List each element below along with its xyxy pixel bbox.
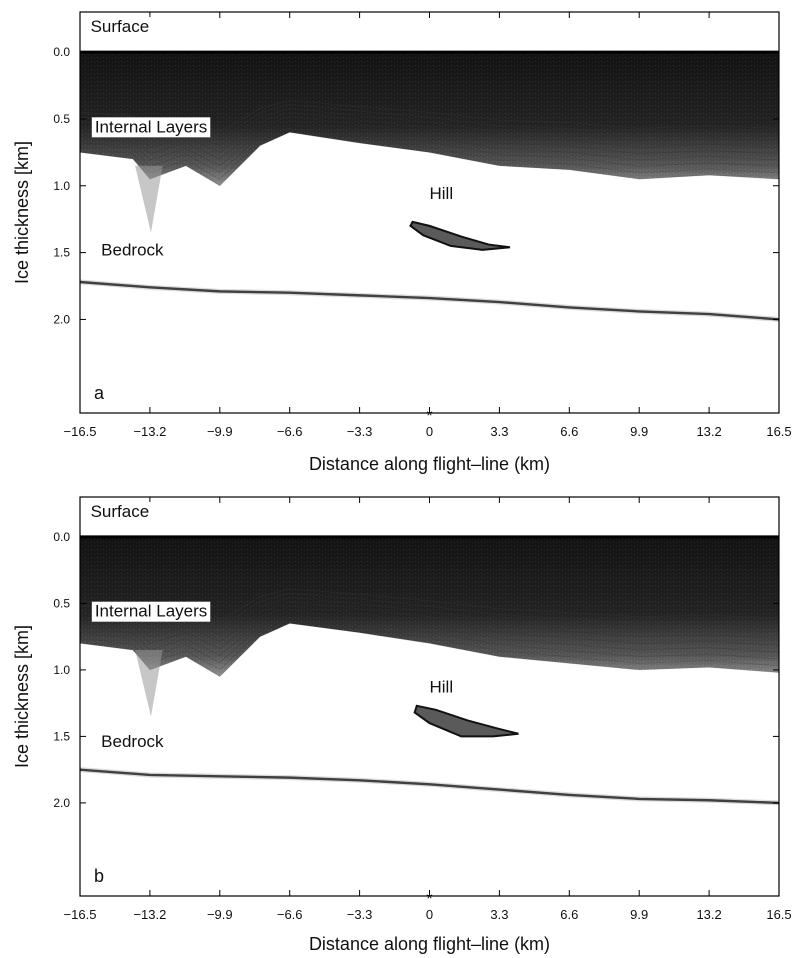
internal-layer-line — [80, 123, 779, 173]
hill-reflector — [413, 704, 519, 738]
x-tick-label: −9.9 — [207, 907, 233, 922]
y-tick-label: 0.0 — [53, 45, 70, 59]
x-tick-label: −16.5 — [64, 907, 97, 922]
radargram-image — [80, 535, 779, 806]
annotation-internal-layers-bg — [91, 601, 211, 622]
y-tick-label: 0.5 — [53, 112, 70, 126]
y-tick-label: 1.5 — [53, 729, 70, 743]
annotation-hill: Hill — [430, 678, 454, 697]
x-tick-label: 6.6 — [560, 424, 578, 439]
annotation-bedrock: Bedrock — [101, 240, 164, 259]
bedrock-reflection — [80, 280, 779, 321]
x-tick-label: −9.9 — [207, 424, 233, 439]
annotation-bedrock: Bedrock — [101, 732, 164, 751]
internal-layer-line — [80, 111, 779, 153]
bedrock-halo — [80, 767, 779, 806]
radargram-image — [80, 50, 779, 322]
annotation-hill-bg — [426, 677, 457, 698]
annotation-bedrock-bg — [98, 240, 168, 261]
panel-b: −16.5 −13.2 −9.9 −6.6 −3.3 0 3.3 6.6 9.9 13.2 16.5… — [12, 496, 792, 954]
hill-reflector — [409, 220, 511, 251]
annotation-internal-layers-bg — [91, 117, 211, 138]
x-axis-label: Distance along flight–line (km) — [309, 934, 550, 954]
y-axis-label: Ice thickness [km] — [12, 141, 32, 284]
x-tick-label: 0 — [426, 907, 433, 922]
y-tick-label: 2.0 — [53, 796, 70, 810]
internal-layer-line — [80, 601, 779, 643]
x-tick-label: −6.6 — [277, 907, 303, 922]
x-tick-label: 6.6 — [560, 907, 578, 922]
x-tick-label: −13.2 — [133, 424, 166, 439]
flight-marker: * — [426, 891, 432, 908]
x-tick-label: 0 — [426, 424, 433, 439]
x-tick-label: −13.2 — [133, 907, 166, 922]
bedrock-reflection — [80, 768, 779, 805]
hyperbola-streak — [135, 165, 163, 233]
annotation-surface-bg — [87, 501, 153, 522]
panel-label: b — [94, 866, 104, 886]
internal-layer-line — [80, 115, 779, 160]
annotation-surface: Surface — [91, 502, 150, 521]
y-tick-label: 2.0 — [53, 312, 70, 326]
y-tick-label: 0.5 — [53, 596, 70, 610]
x-tick-label: 9.9 — [630, 907, 648, 922]
x-tick-label: −3.3 — [347, 424, 373, 439]
x-tick-label: −3.3 — [347, 907, 373, 922]
panel-a: −16.5 −13.2 −9.9 −6.6 −3.3 0 3.3 6.6 9.9 13.2 16.5… — [12, 11, 792, 474]
internal-layer-line — [80, 592, 779, 629]
panel-label: a — [94, 383, 105, 403]
x-axis-label: Distance along flight–line (km) — [309, 454, 550, 474]
x-tick-label: 13.2 — [696, 907, 721, 922]
internal-layer-line — [80, 609, 779, 657]
internal-layer-line — [80, 597, 779, 636]
annotation-surface: Surface — [91, 17, 150, 36]
internal-layer-line — [80, 107, 779, 147]
annotation-internal-layers: Internal Layers — [95, 117, 207, 136]
internal-layer-line — [80, 605, 779, 650]
x-tick-label: 3.3 — [490, 907, 508, 922]
hyperbola-streak — [135, 649, 163, 717]
annotation-hill: Hill — [430, 184, 454, 203]
annotation-hill-bg — [426, 184, 457, 205]
annotation-bedrock-bg — [98, 732, 168, 753]
internal-layers-speckle — [80, 52, 779, 186]
x-tick-label: 3.3 — [490, 424, 508, 439]
internal-layers-speckle — [80, 536, 779, 677]
x-tick-label: 16.5 — [766, 424, 791, 439]
y-tick-label: 1.5 — [53, 246, 70, 260]
x-tick-label: 16.5 — [766, 907, 791, 922]
y-tick-label: 1.0 — [53, 663, 70, 677]
x-tick-label: 9.9 — [630, 424, 648, 439]
y-tick-label: 1.0 — [53, 179, 70, 193]
x-tick-label: 13.2 — [696, 424, 721, 439]
x-tick-label: −16.5 — [64, 424, 97, 439]
x-tick-label: −6.6 — [277, 424, 303, 439]
flight-marker: * — [426, 408, 432, 425]
y-axis-label: Ice thickness [km] — [12, 625, 32, 768]
annotation-internal-layers: Internal Layers — [95, 602, 207, 621]
annotation-surface-bg — [87, 17, 153, 38]
y-tick-label: 0.0 — [53, 530, 70, 544]
internal-layer-line — [80, 119, 779, 167]
bedrock-halo — [80, 279, 779, 322]
